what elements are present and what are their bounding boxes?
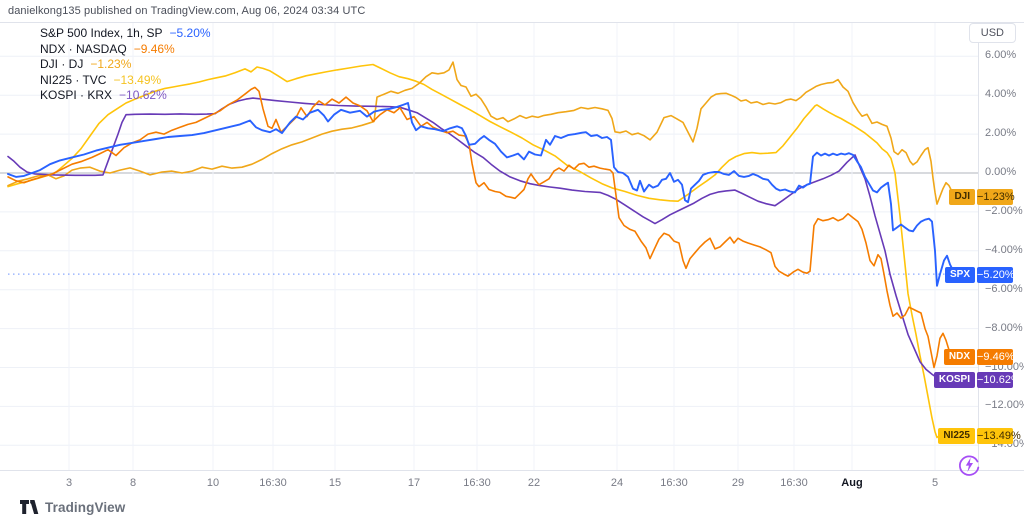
symbol-tag: NI225 bbox=[938, 427, 975, 444]
symbol-tag: DJI bbox=[949, 189, 975, 206]
series-line-ni225[interactable] bbox=[7, 63, 941, 439]
time-axis-label: 15 bbox=[328, 477, 342, 489]
time-axis-label: 16:30 bbox=[780, 477, 808, 489]
series-line-ndx[interactable] bbox=[7, 86, 958, 369]
symbol-change-value: −13.49% bbox=[977, 427, 1021, 444]
legend-change-value: −13.49% bbox=[113, 72, 162, 87]
legend-change-value: −9.46% bbox=[133, 41, 175, 56]
price-axis-label: −12.00% bbox=[985, 399, 1024, 412]
symbol-tag: NDX bbox=[943, 349, 975, 366]
legend-label: NDX · NASDAQ bbox=[40, 41, 127, 56]
legend-label: S&P 500 Index, 1h, SP bbox=[40, 26, 163, 40]
legend-label: NI225 · TVC bbox=[40, 72, 107, 87]
symbol-tag: KOSPI bbox=[933, 372, 975, 389]
price-axis-label: 6.00% bbox=[985, 49, 1017, 62]
flash-icon bbox=[956, 452, 982, 478]
legend-row-2[interactable]: DJI · DJ −1.23% bbox=[40, 57, 211, 73]
time-axis-label: 10 bbox=[206, 477, 220, 489]
price-label-ni225: NI225 −13.49% bbox=[938, 427, 1021, 444]
time-axis-label: 22 bbox=[527, 477, 541, 489]
tradingview-logo[interactable]: TradingView bbox=[20, 500, 125, 515]
legend-change-value: −1.23% bbox=[90, 57, 132, 71]
legend-row-4[interactable]: KOSPI · KRX −10.62% bbox=[40, 88, 211, 104]
publish-header: danielkong135 published on TradingView.c… bbox=[8, 5, 366, 17]
symbol-change-value: −1.23% bbox=[977, 189, 1015, 206]
series-line-dji[interactable] bbox=[7, 61, 961, 205]
legend-row-3[interactable]: NI225 · TVC −13.49% bbox=[40, 73, 211, 89]
price-axis-label: −4.00% bbox=[985, 243, 1023, 256]
time-axis-label: 16:30 bbox=[463, 477, 491, 489]
price-axis[interactable]: 6.00% 4.00% 2.00% 0.00% −2.00% −4.00% −6.00% −8… bbox=[978, 22, 1024, 470]
time-axis-label: 29 bbox=[731, 477, 745, 489]
legend-label: DJI · DJ bbox=[40, 57, 84, 71]
time-axis-label: 5 bbox=[931, 477, 939, 489]
time-axis-label: 8 bbox=[129, 477, 137, 489]
currency-button[interactable]: USD bbox=[968, 23, 1016, 43]
price-axis-label: 2.00% bbox=[985, 127, 1017, 140]
symbol-change-value: −5.20% bbox=[977, 266, 1015, 283]
time-axis-label: 24 bbox=[610, 477, 624, 489]
legend-change-value: −10.62% bbox=[119, 88, 167, 102]
time-axis-label: Aug bbox=[841, 477, 863, 489]
series-line-spx[interactable] bbox=[7, 102, 961, 287]
price-axis-label: −6.00% bbox=[985, 282, 1023, 295]
tradingview-mark-icon bbox=[20, 500, 39, 514]
symbol-change-value: −10.62% bbox=[977, 372, 1021, 389]
price-axis-label: 0.00% bbox=[985, 166, 1017, 178]
time-axis-label: 16:30 bbox=[660, 477, 688, 489]
price-axis-label: 4.00% bbox=[985, 88, 1017, 101]
legend-row-1[interactable]: NDX · NASDAQ −9.46% bbox=[40, 42, 211, 58]
price-label-dji: DJI −1.23% bbox=[949, 189, 1015, 206]
time-axis-label: 3 bbox=[65, 477, 73, 489]
price-axis-label: −2.00% bbox=[985, 204, 1023, 217]
series-line-kospi[interactable] bbox=[7, 97, 945, 381]
price-axis-label: −8.00% bbox=[985, 321, 1023, 334]
time-axis[interactable]: 3 8 10 16:30 15 17 16:30 22 24 16:30 29 16:30 Aug 5 bbox=[0, 470, 1024, 495]
legend-row-0[interactable]: S&P 500 Index, 1h, SP −5.20% bbox=[40, 26, 211, 42]
legend-label: KOSPI · KRX bbox=[40, 88, 113, 102]
legend-change-value: −5.20% bbox=[169, 26, 211, 40]
symbol-change-value: −9.46% bbox=[977, 349, 1015, 366]
tradingview-wordmark: TradingView bbox=[45, 500, 126, 515]
time-axis-label: 17 bbox=[407, 477, 421, 489]
symbol-tag: SPX bbox=[944, 266, 975, 283]
time-axis-label: 16:30 bbox=[259, 477, 287, 489]
price-label-ndx: NDX −9.46% bbox=[943, 349, 1015, 366]
legend: S&P 500 Index, 1h, SP −5.20% NDX · NASDAQ −… bbox=[40, 26, 211, 104]
price-label-kospi: KOSPI −10.62% bbox=[933, 372, 1021, 389]
price-label-spx: SPX −5.20% bbox=[944, 266, 1015, 283]
